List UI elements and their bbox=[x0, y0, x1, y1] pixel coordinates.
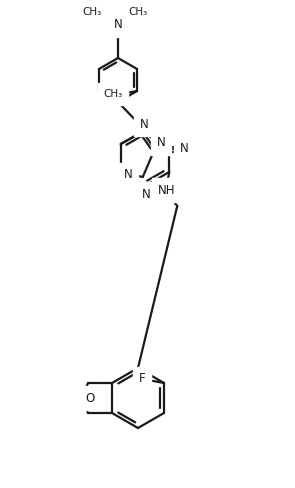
Text: N: N bbox=[114, 19, 122, 32]
Text: N: N bbox=[157, 137, 165, 149]
Text: N: N bbox=[142, 187, 150, 201]
Text: CH₃: CH₃ bbox=[104, 89, 123, 99]
Text: NH: NH bbox=[158, 183, 175, 197]
Text: F: F bbox=[139, 372, 145, 386]
Text: N: N bbox=[123, 168, 132, 182]
Text: N: N bbox=[139, 118, 148, 130]
Text: CH₃: CH₃ bbox=[82, 7, 101, 17]
Text: N: N bbox=[179, 142, 188, 156]
Text: O: O bbox=[85, 391, 95, 405]
Text: CH₃: CH₃ bbox=[128, 7, 148, 17]
